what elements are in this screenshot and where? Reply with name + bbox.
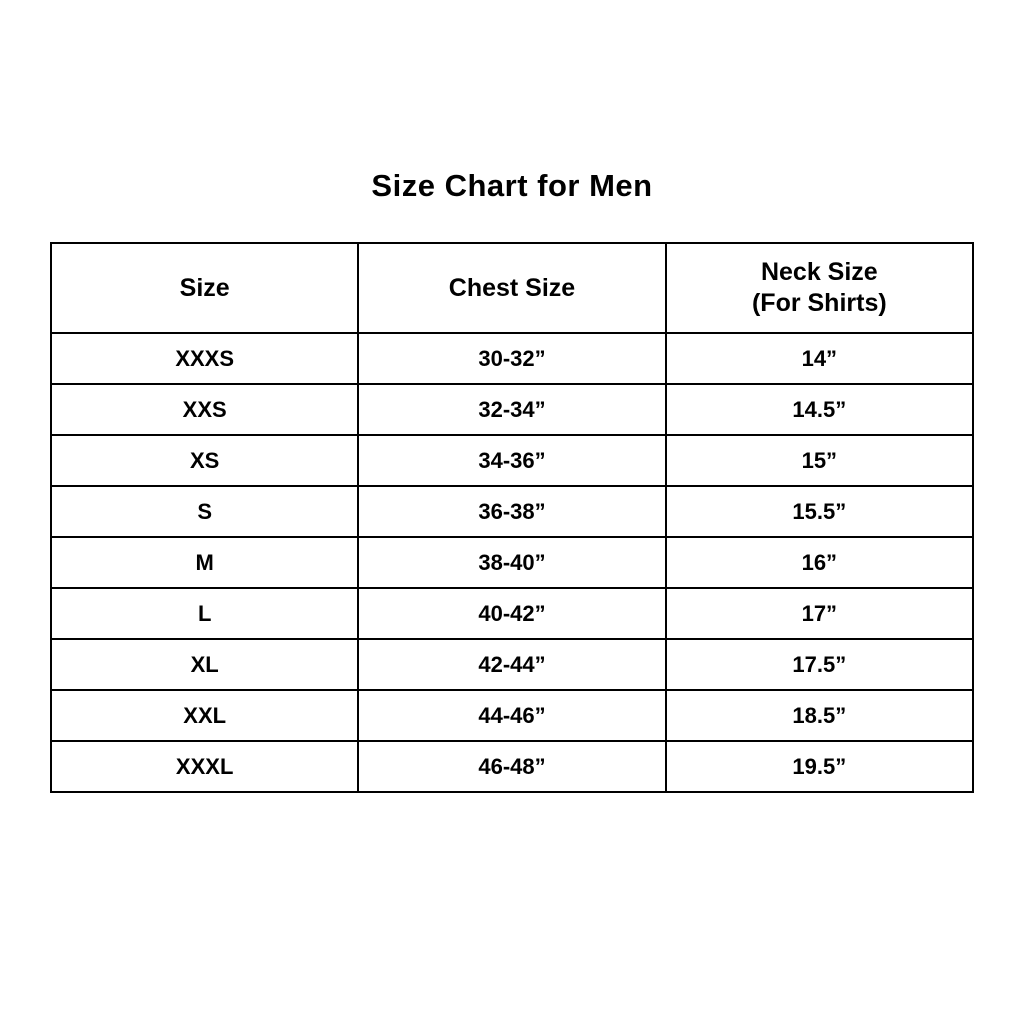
size-cell: XXXL (49, 740, 360, 793)
neck-size-cell: 15.5” (664, 485, 975, 538)
chest-size-cell: 36-38” (357, 485, 667, 538)
size-cell: M (49, 536, 360, 589)
header-neck-size: Neck Size (For Shirts) (664, 242, 975, 334)
size-chart-table: Size Chest Size Neck Size (For Shirts) X… (49, 242, 975, 793)
size-cell: L (49, 587, 360, 640)
header-chest-label: Chest Size (448, 273, 576, 302)
size-cell: XXS (49, 383, 360, 436)
size-cell: S (49, 485, 360, 538)
size-cell: XL (49, 638, 360, 691)
header-size: Size (49, 242, 360, 334)
table-row: S 36-38” 15.5” (49, 485, 975, 538)
table-row: XS 34-36” 15” (49, 434, 975, 487)
header-size-label: Size (179, 273, 230, 302)
table-header: Size Chest Size Neck Size (For Shirts) (49, 242, 975, 334)
table-row: L 40-42” 17” (49, 587, 975, 640)
table-row: XXL 44-46” 18.5” (49, 689, 975, 742)
chest-size-cell: 30-32” (357, 332, 667, 385)
chest-size-cell: 38-40” (357, 536, 667, 589)
neck-size-cell: 17.5” (664, 638, 975, 691)
size-cell: XXXS (49, 332, 360, 385)
chest-size-cell: 32-34” (357, 383, 667, 436)
header-neck-label: Neck Size (760, 258, 878, 286)
neck-size-cell: 19.5” (664, 740, 975, 793)
chest-size-cell: 42-44” (357, 638, 667, 691)
neck-size-cell: 17” (664, 587, 975, 640)
neck-size-cell: 16” (664, 536, 975, 589)
neck-size-cell: 14” (664, 332, 975, 385)
table-row: XXXL 46-48” 19.5” (49, 740, 975, 793)
neck-size-cell: 18.5” (664, 689, 975, 742)
table-body: XXXS 30-32” 14” XXS 32-34” 14.5” XS 34-3… (49, 332, 975, 793)
page-title: Size Chart for Men (371, 168, 653, 203)
table-row: XL 42-44” 17.5” (49, 638, 975, 691)
chest-size-cell: 40-42” (357, 587, 667, 640)
size-cell: XXL (49, 689, 360, 742)
table-row: XXXS 30-32” 14” (49, 332, 975, 385)
chest-size-cell: 44-46” (357, 689, 667, 742)
table-row: XXS 32-34” 14.5” (49, 383, 975, 436)
neck-size-cell: 14.5” (664, 383, 975, 436)
header-neck-sublabel: (For Shirts) (751, 289, 887, 317)
chest-size-cell: 46-48” (357, 740, 667, 793)
header-chest-size: Chest Size (357, 242, 667, 334)
table-row: M 38-40” 16” (49, 536, 975, 589)
size-cell: XS (49, 434, 360, 487)
chest-size-cell: 34-36” (357, 434, 667, 487)
header-row: Size Chest Size Neck Size (For Shirts) (49, 242, 975, 334)
neck-size-cell: 15” (664, 434, 975, 487)
